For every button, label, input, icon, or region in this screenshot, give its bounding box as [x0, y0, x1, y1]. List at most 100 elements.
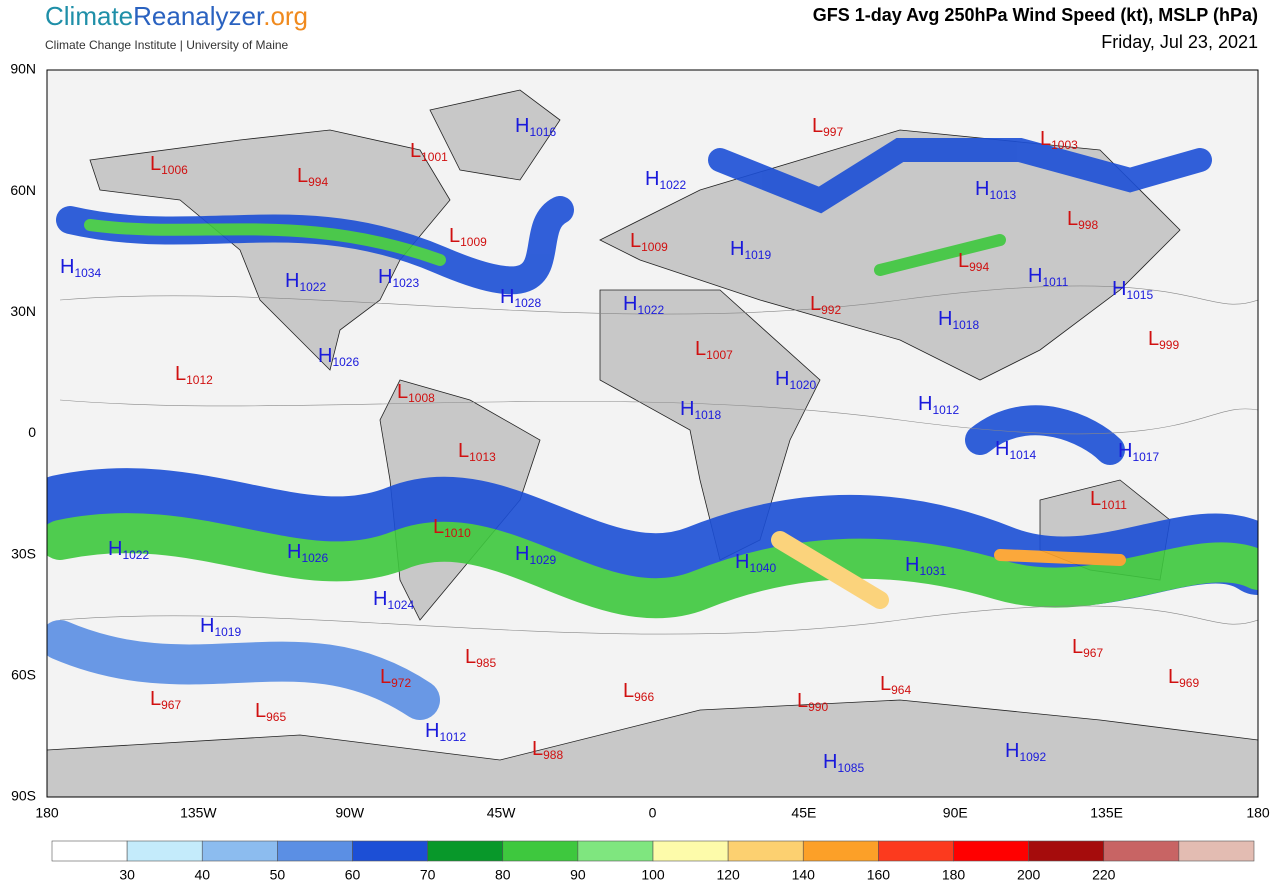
pressure-kind: L [1090, 488, 1101, 510]
pressure-center: L990 [797, 690, 828, 714]
pressure-kind: L [449, 225, 460, 247]
pressure-value: 1029 [529, 553, 556, 567]
colorbar-box [427, 840, 504, 862]
colorbar-box [878, 840, 954, 862]
pressure-center: H1019 [200, 615, 241, 639]
pressure-value: 967 [1083, 646, 1103, 660]
pressure-value: 1003 [1051, 138, 1078, 152]
pressure-center: H1015 [1112, 278, 1153, 302]
pressure-kind: L [150, 688, 161, 710]
pressure-center: H1018 [938, 308, 979, 332]
pressure-center: H1018 [680, 398, 721, 422]
pressure-center: L1010 [433, 516, 471, 540]
pressure-center: H1019 [730, 238, 771, 262]
pressure-center: H1012 [425, 720, 466, 744]
pressure-value: 985 [476, 656, 496, 670]
colorbar-label: 30 [119, 867, 135, 883]
pressure-value: 1012 [186, 373, 213, 387]
pressure-value: 1019 [744, 248, 771, 262]
colorbar-box [1178, 840, 1255, 862]
pressure-center: L1008 [397, 381, 435, 405]
lon-label: 0 [649, 805, 657, 821]
colorbar-box [577, 840, 654, 862]
pressure-value: 1014 [1009, 448, 1036, 462]
pressure-value: 969 [1179, 676, 1199, 690]
pressure-center: L1012 [175, 363, 213, 387]
pressure-center: L992 [810, 293, 841, 317]
pressure-value: 994 [308, 175, 328, 189]
pressure-kind: L [797, 690, 808, 712]
pressure-kind: L [433, 516, 444, 538]
pressure-value: 1007 [706, 348, 733, 362]
pressure-kind: H [378, 266, 392, 288]
pressure-value: 1009 [460, 235, 487, 249]
colorbar-label: 70 [420, 867, 436, 883]
lon-label: 90W [335, 805, 365, 821]
colorbar-label: 60 [345, 867, 361, 883]
pressure-value: 999 [1159, 338, 1179, 352]
pressure-center: H1022 [623, 293, 664, 317]
pressure-value: 1019 [214, 625, 241, 639]
pressure-kind: H [285, 270, 299, 292]
pressure-kind: H [500, 286, 514, 308]
pressure-kind: L [1072, 636, 1083, 658]
pressure-center: H1017 [1118, 440, 1159, 464]
pressure-center: L999 [1148, 328, 1179, 352]
pressure-value: 965 [266, 710, 286, 724]
colorbar-box [502, 840, 579, 862]
pressure-kind: L [397, 381, 408, 403]
pressure-kind: L [1148, 328, 1159, 350]
pressure-center: L969 [1168, 666, 1199, 690]
pressure-center: H1026 [287, 541, 328, 565]
pressure-center: H1016 [515, 115, 556, 139]
pressure-center: L1013 [458, 440, 496, 464]
logo: ClimateReanalyzer.org [45, 1, 308, 31]
pressure-kind: H [373, 588, 387, 610]
pressure-kind: L [410, 140, 421, 162]
pressure-kind: H [1005, 740, 1019, 762]
colorbar-label: 180 [942, 867, 966, 883]
pressure-value: 1023 [392, 276, 419, 290]
pressure-center: L1001 [410, 140, 448, 164]
colorbar-box [953, 840, 1029, 862]
pressure-kind: L [297, 165, 308, 187]
pressure-value: 1011 [1042, 275, 1068, 289]
pressure-value: 1092 [1019, 750, 1046, 764]
pressure-kind: H [730, 238, 744, 260]
date: Friday, Jul 23, 2021 [1101, 32, 1258, 52]
colorbar-label: 140 [792, 867, 816, 883]
pressure-center: H1085 [823, 751, 864, 775]
pressure-value: 1015 [1126, 288, 1153, 302]
subtitle: Climate Change Institute | University of… [45, 38, 289, 52]
pressure-value: 1022 [299, 280, 326, 294]
pressure-value: 994 [969, 260, 989, 274]
pressure-center: L988 [532, 738, 563, 762]
pressure-center: H1092 [1005, 740, 1046, 764]
pressure-kind: L [175, 363, 186, 385]
pressure-center: L1009 [449, 225, 487, 249]
pressure-value: 1024 [387, 598, 414, 612]
pressure-value: 1011 [1101, 498, 1127, 512]
pressure-kind: H [735, 551, 749, 573]
pressure-kind: H [287, 541, 301, 563]
pressure-center: L994 [958, 250, 989, 274]
lat-label: 90N [10, 61, 36, 77]
pressure-center: H1012 [918, 393, 959, 417]
pressure-value: 1008 [408, 391, 435, 405]
pressure-center: H1022 [645, 168, 686, 192]
pressure-value: 1020 [789, 378, 816, 392]
pressure-center: H1034 [60, 256, 101, 280]
pressure-kind: H [975, 178, 989, 200]
colorbar-box [51, 840, 128, 862]
pressure-kind: H [1118, 440, 1132, 462]
colorbar-box [352, 840, 428, 862]
pressure-center: H1026 [318, 345, 359, 369]
pressure-kind: H [425, 720, 439, 742]
pressure-center: L967 [1072, 636, 1103, 660]
lon-label: 135W [180, 805, 217, 821]
colorbar-box [802, 840, 879, 862]
lat-label: 60N [10, 182, 36, 198]
colorbar-box [1028, 840, 1105, 862]
colorbar-label: 220 [1092, 867, 1116, 883]
